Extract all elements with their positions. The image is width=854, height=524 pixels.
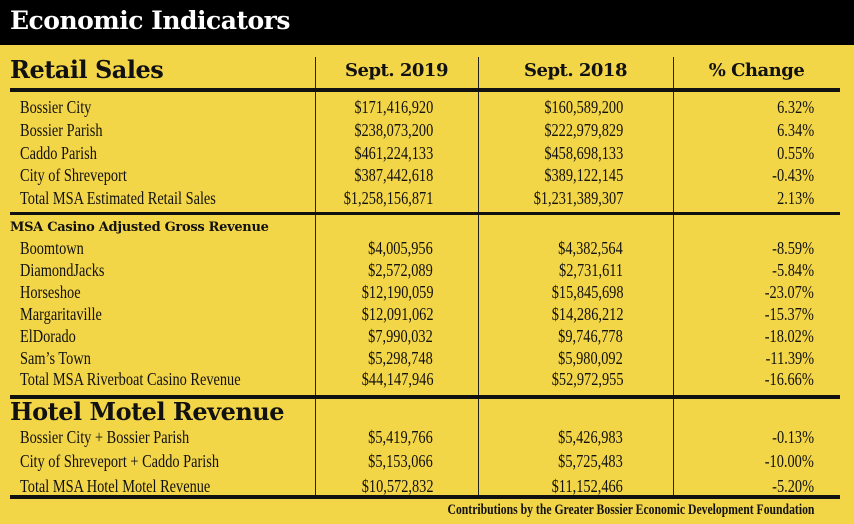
row-label: Bossier City (20, 97, 92, 117)
row-label: Margaritaville (20, 303, 102, 324)
sept-2018-value: $52,972,955 (551, 369, 623, 390)
sept-2019-value: $10,572,832 (361, 475, 433, 496)
sept-2019-value: $12,091,062 (361, 303, 433, 324)
sept-2018-value: $4,382,564 (558, 238, 623, 258)
percent-change-value: 0.55% (776, 142, 814, 163)
sept-2018-value: $2,731,611 (558, 259, 623, 280)
percent-change-value: -11.39% (765, 347, 814, 368)
row-label: Total MSA Riverboat Casino Revenue (20, 369, 241, 390)
percent-change-value: 2.13% (776, 188, 814, 209)
percent-change-value: 6.34% (776, 119, 814, 140)
percent-change-value: -8.59% (772, 238, 814, 258)
casino-table-row: Sam’s Town $5,298,748 $5,980,092 -11.39% (0, 347, 854, 369)
hotel-table-row: Bossier City + Bossier Parish $5,419,766 $… (0, 426, 854, 448)
percent-change-value: -5.84% (772, 259, 814, 280)
column-header-sept-2019: Sept. 2019 (345, 60, 448, 81)
retail-sales-heading: Retail Sales (10, 55, 164, 84)
sept-2018-value: $389,122,145 (544, 165, 623, 186)
sept-2019-value: $7,990,032 (368, 325, 433, 346)
casino-table-row: Boomtown $4,005,956 $4,382,564 -8.59% (0, 237, 854, 259)
sept-2018-value: $160,589,200 (544, 97, 623, 117)
footer-credit: Contributions by the Greater Bossier Eco… (447, 502, 814, 518)
sept-2019-value: $5,298,748 (368, 347, 433, 368)
hotel-table-row: City of Shreveport + Caddo Parish $5,153,… (0, 450, 854, 472)
divider (10, 395, 840, 399)
sept-2019-value: $4,005,956 (368, 238, 433, 258)
percent-change-value: -15.37% (764, 303, 814, 324)
column-divider (315, 57, 316, 497)
sept-2018-value: $9,746,778 (558, 325, 623, 346)
percent-change-value: -18.02% (764, 325, 814, 346)
percent-change-value: -5.20% (772, 475, 814, 496)
retail-table-row: Caddo Parish $461,224,133 $458,698,133 0.55… (0, 142, 854, 164)
row-label: City of Shreveport + Caddo Parish (20, 451, 220, 472)
casino-table-row: Total MSA Riverboat Casino Revenue $44,14… (0, 368, 854, 390)
sept-2018-value: $222,979,829 (544, 119, 623, 140)
row-label: Caddo Parish (20, 142, 97, 163)
divider (10, 88, 840, 92)
casino-table-row: DiamondJacks $2,572,089 $2,731,611 -5.84% (0, 259, 854, 281)
sept-2018-value: $458,698,133 (544, 142, 623, 163)
sept-2019-value: $238,073,200 (354, 119, 433, 140)
sept-2019-value: $5,153,066 (368, 451, 433, 472)
retail-table-row: Bossier City $171,416,920 $160,589,200 6.32… (0, 96, 854, 118)
casino-table-row: Margaritaville $12,091,062 $14,286,212 -15.… (0, 303, 854, 325)
casino-table-row: Horseshoe $12,190,059 $15,845,698 -23.07% (0, 281, 854, 303)
column-divider (673, 57, 674, 497)
divider (10, 495, 840, 499)
row-label: Bossier City + Bossier Parish (20, 427, 190, 447)
column-header-percent-change: % Change (708, 60, 805, 81)
sept-2019-value: $2,572,089 (368, 259, 433, 280)
retail-table-row: Bossier Parish $238,073,200 $222,979,829 6.… (0, 119, 854, 141)
sept-2018-value: $14,286,212 (551, 303, 623, 324)
row-label: Boomtown (20, 238, 84, 258)
sept-2018-value: $1,231,389,307 (533, 188, 623, 209)
row-label: DiamondJacks (20, 259, 105, 280)
sept-2018-value: $5,980,092 (558, 347, 623, 368)
retail-table-row: City of Shreveport $387,442,618 $389,122,1… (0, 164, 854, 186)
percent-change-value: -10.00% (764, 451, 814, 472)
sept-2019-value: $461,224,133 (354, 142, 433, 163)
row-label: City of Shreveport (20, 165, 127, 186)
sept-2019-value: $12,190,059 (361, 281, 433, 302)
sept-2019-value: $44,147,946 (361, 369, 433, 390)
percent-change-value: -0.13% (772, 427, 814, 447)
percent-change-value: 6.32% (776, 97, 814, 117)
casino-heading: MSA Casino Adjusted Gross Revenue (10, 220, 269, 235)
percent-change-value: -0.43% (772, 165, 814, 186)
sept-2019-value: $171,416,920 (354, 97, 433, 117)
sept-2018-value: $5,725,483 (558, 451, 623, 472)
column-header-sept-2018: Sept. 2018 (524, 60, 627, 81)
row-label: ElDorado (20, 325, 76, 346)
casino-table-row: ElDorado $7,990,032 $9,746,778 -18.02% (0, 325, 854, 347)
page-title: Economic Indicators (10, 6, 290, 35)
hotel-table-row: Total MSA Hotel Motel Revenue $10,572,832… (0, 475, 854, 497)
sept-2019-value: $5,419,766 (368, 427, 433, 447)
column-divider (478, 57, 479, 497)
row-label: Total MSA Hotel Motel Revenue (20, 475, 211, 496)
sept-2018-value: $5,426,983 (558, 427, 623, 447)
sept-2018-value: $11,152,466 (551, 475, 623, 496)
title-bar: Economic Indicators (0, 0, 854, 45)
row-label: Bossier Parish (20, 119, 103, 140)
sept-2018-value: $15,845,698 (551, 281, 623, 302)
hotel-heading: Hotel Motel Revenue (10, 397, 285, 426)
row-label: Sam’s Town (20, 347, 91, 368)
percent-change-value: -16.66% (764, 369, 814, 390)
retail-table-row: Total MSA Estimated Retail Sales $1,258,1… (0, 187, 854, 209)
row-label: Horseshoe (20, 281, 81, 302)
sept-2019-value: $1,258,156,871 (343, 188, 433, 209)
sept-2019-value: $387,442,618 (354, 165, 433, 186)
row-label: Total MSA Estimated Retail Sales (20, 188, 216, 209)
divider (10, 212, 840, 215)
percent-change-value: -23.07% (764, 281, 814, 302)
